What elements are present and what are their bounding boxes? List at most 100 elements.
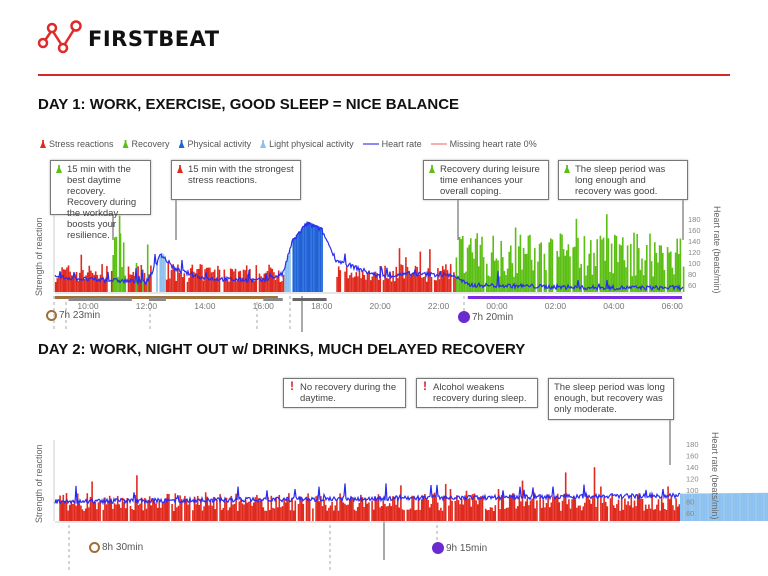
line-swatch-icon <box>362 143 379 145</box>
stress-bar <box>429 249 431 292</box>
stress-bar <box>464 498 466 521</box>
stress-bar <box>382 280 385 292</box>
recovery-bar <box>639 269 642 292</box>
day1-title: DAY 1: WORK, EXERCISE, GOOD SLEEP = NICE… <box>38 96 460 113</box>
stress-bar <box>256 494 258 521</box>
stress-bar <box>161 502 164 521</box>
light-bar <box>744 493 746 521</box>
stress-bar <box>156 507 159 521</box>
stress-bar <box>360 278 362 292</box>
stress-bar <box>74 274 76 292</box>
stress-bar <box>144 498 146 521</box>
stress-bar <box>123 502 125 521</box>
stress-bar <box>266 271 269 292</box>
stress-bar <box>94 501 97 521</box>
stress-bar <box>72 276 75 292</box>
stress-bar <box>499 509 501 521</box>
stress-bar <box>372 509 375 521</box>
light-bar <box>156 261 158 292</box>
stress-bar <box>67 510 69 521</box>
stress-bar <box>609 498 612 521</box>
stress-bar <box>195 504 197 521</box>
stress-bar <box>592 495 594 521</box>
stress-bar <box>124 508 127 521</box>
stress-bar <box>198 505 201 521</box>
stress-bar <box>278 494 281 521</box>
light-bar <box>760 492 762 521</box>
recovery-bar <box>470 238 472 292</box>
stress-bar <box>424 494 426 521</box>
stress-bar <box>169 278 171 292</box>
stress-bar <box>454 278 457 292</box>
stress-bar <box>355 272 358 292</box>
recovery-bar <box>516 273 518 292</box>
stress-bar <box>504 509 506 521</box>
light-bar <box>739 493 741 521</box>
flask-icon <box>260 140 267 148</box>
legend-recovery: Recovery <box>122 139 170 149</box>
stress-bar <box>644 504 647 521</box>
recovery-bar <box>526 253 528 292</box>
stress-bar <box>361 497 364 521</box>
stress-bar <box>214 509 217 521</box>
stress-bar <box>422 495 425 521</box>
stress-bar <box>81 509 84 521</box>
stress-bar <box>121 497 124 521</box>
stress-bar <box>357 276 359 292</box>
stress-bar <box>83 511 85 521</box>
stress-bar <box>406 266 409 292</box>
stress-bar <box>513 494 516 521</box>
stress-bar <box>515 508 517 521</box>
x-tick-label: 10:00 <box>77 301 99 311</box>
recovery-bar <box>593 252 595 292</box>
stress-bar <box>524 501 527 521</box>
stress-bar <box>640 498 642 521</box>
light-bar <box>748 493 751 521</box>
stress-bar <box>104 279 107 292</box>
stress-bar <box>534 508 537 521</box>
stress-bar <box>484 508 487 521</box>
stress-bar <box>132 510 135 521</box>
stress-bar <box>276 275 278 292</box>
recovery-bar <box>662 252 664 292</box>
stress-bar <box>385 277 388 292</box>
recovery-bar <box>577 237 579 292</box>
recovery-bar <box>614 234 616 292</box>
stress-bar <box>118 504 121 521</box>
stress-bar <box>374 271 377 292</box>
recovery-bar <box>511 263 514 292</box>
stress-bar <box>376 498 378 521</box>
stress-bar <box>336 499 338 521</box>
stress-bar <box>654 509 657 521</box>
stress-bar <box>457 500 460 521</box>
stress-bar <box>233 503 236 521</box>
light-bar <box>707 493 709 521</box>
stress-bar <box>78 272 81 292</box>
stress-bar <box>409 508 412 521</box>
stress-bar <box>389 271 391 292</box>
stress-bar <box>443 269 446 292</box>
stress-bar <box>300 497 303 521</box>
stress-bar <box>200 498 202 521</box>
stress-bar <box>180 271 182 292</box>
stress-bar <box>80 254 83 292</box>
recovery-bar <box>514 227 517 292</box>
stress-bar <box>400 485 402 521</box>
stress-bar <box>440 270 442 292</box>
stress-bar <box>470 506 473 521</box>
stress-bar <box>134 276 136 292</box>
light-bar <box>684 493 687 521</box>
stress-bar <box>139 503 141 521</box>
stress-bar <box>224 500 226 521</box>
stress-bar <box>611 493 613 521</box>
recovery-bar <box>462 236 464 292</box>
light-bar <box>721 493 724 521</box>
stress-bar <box>416 267 418 292</box>
stress-bar <box>419 251 422 292</box>
stress-bar <box>560 510 562 521</box>
stress-bar <box>222 507 225 521</box>
recovery-bar <box>663 269 666 292</box>
stress-bar <box>585 494 588 521</box>
stress-bar <box>446 270 449 292</box>
stress-bar <box>449 264 452 292</box>
